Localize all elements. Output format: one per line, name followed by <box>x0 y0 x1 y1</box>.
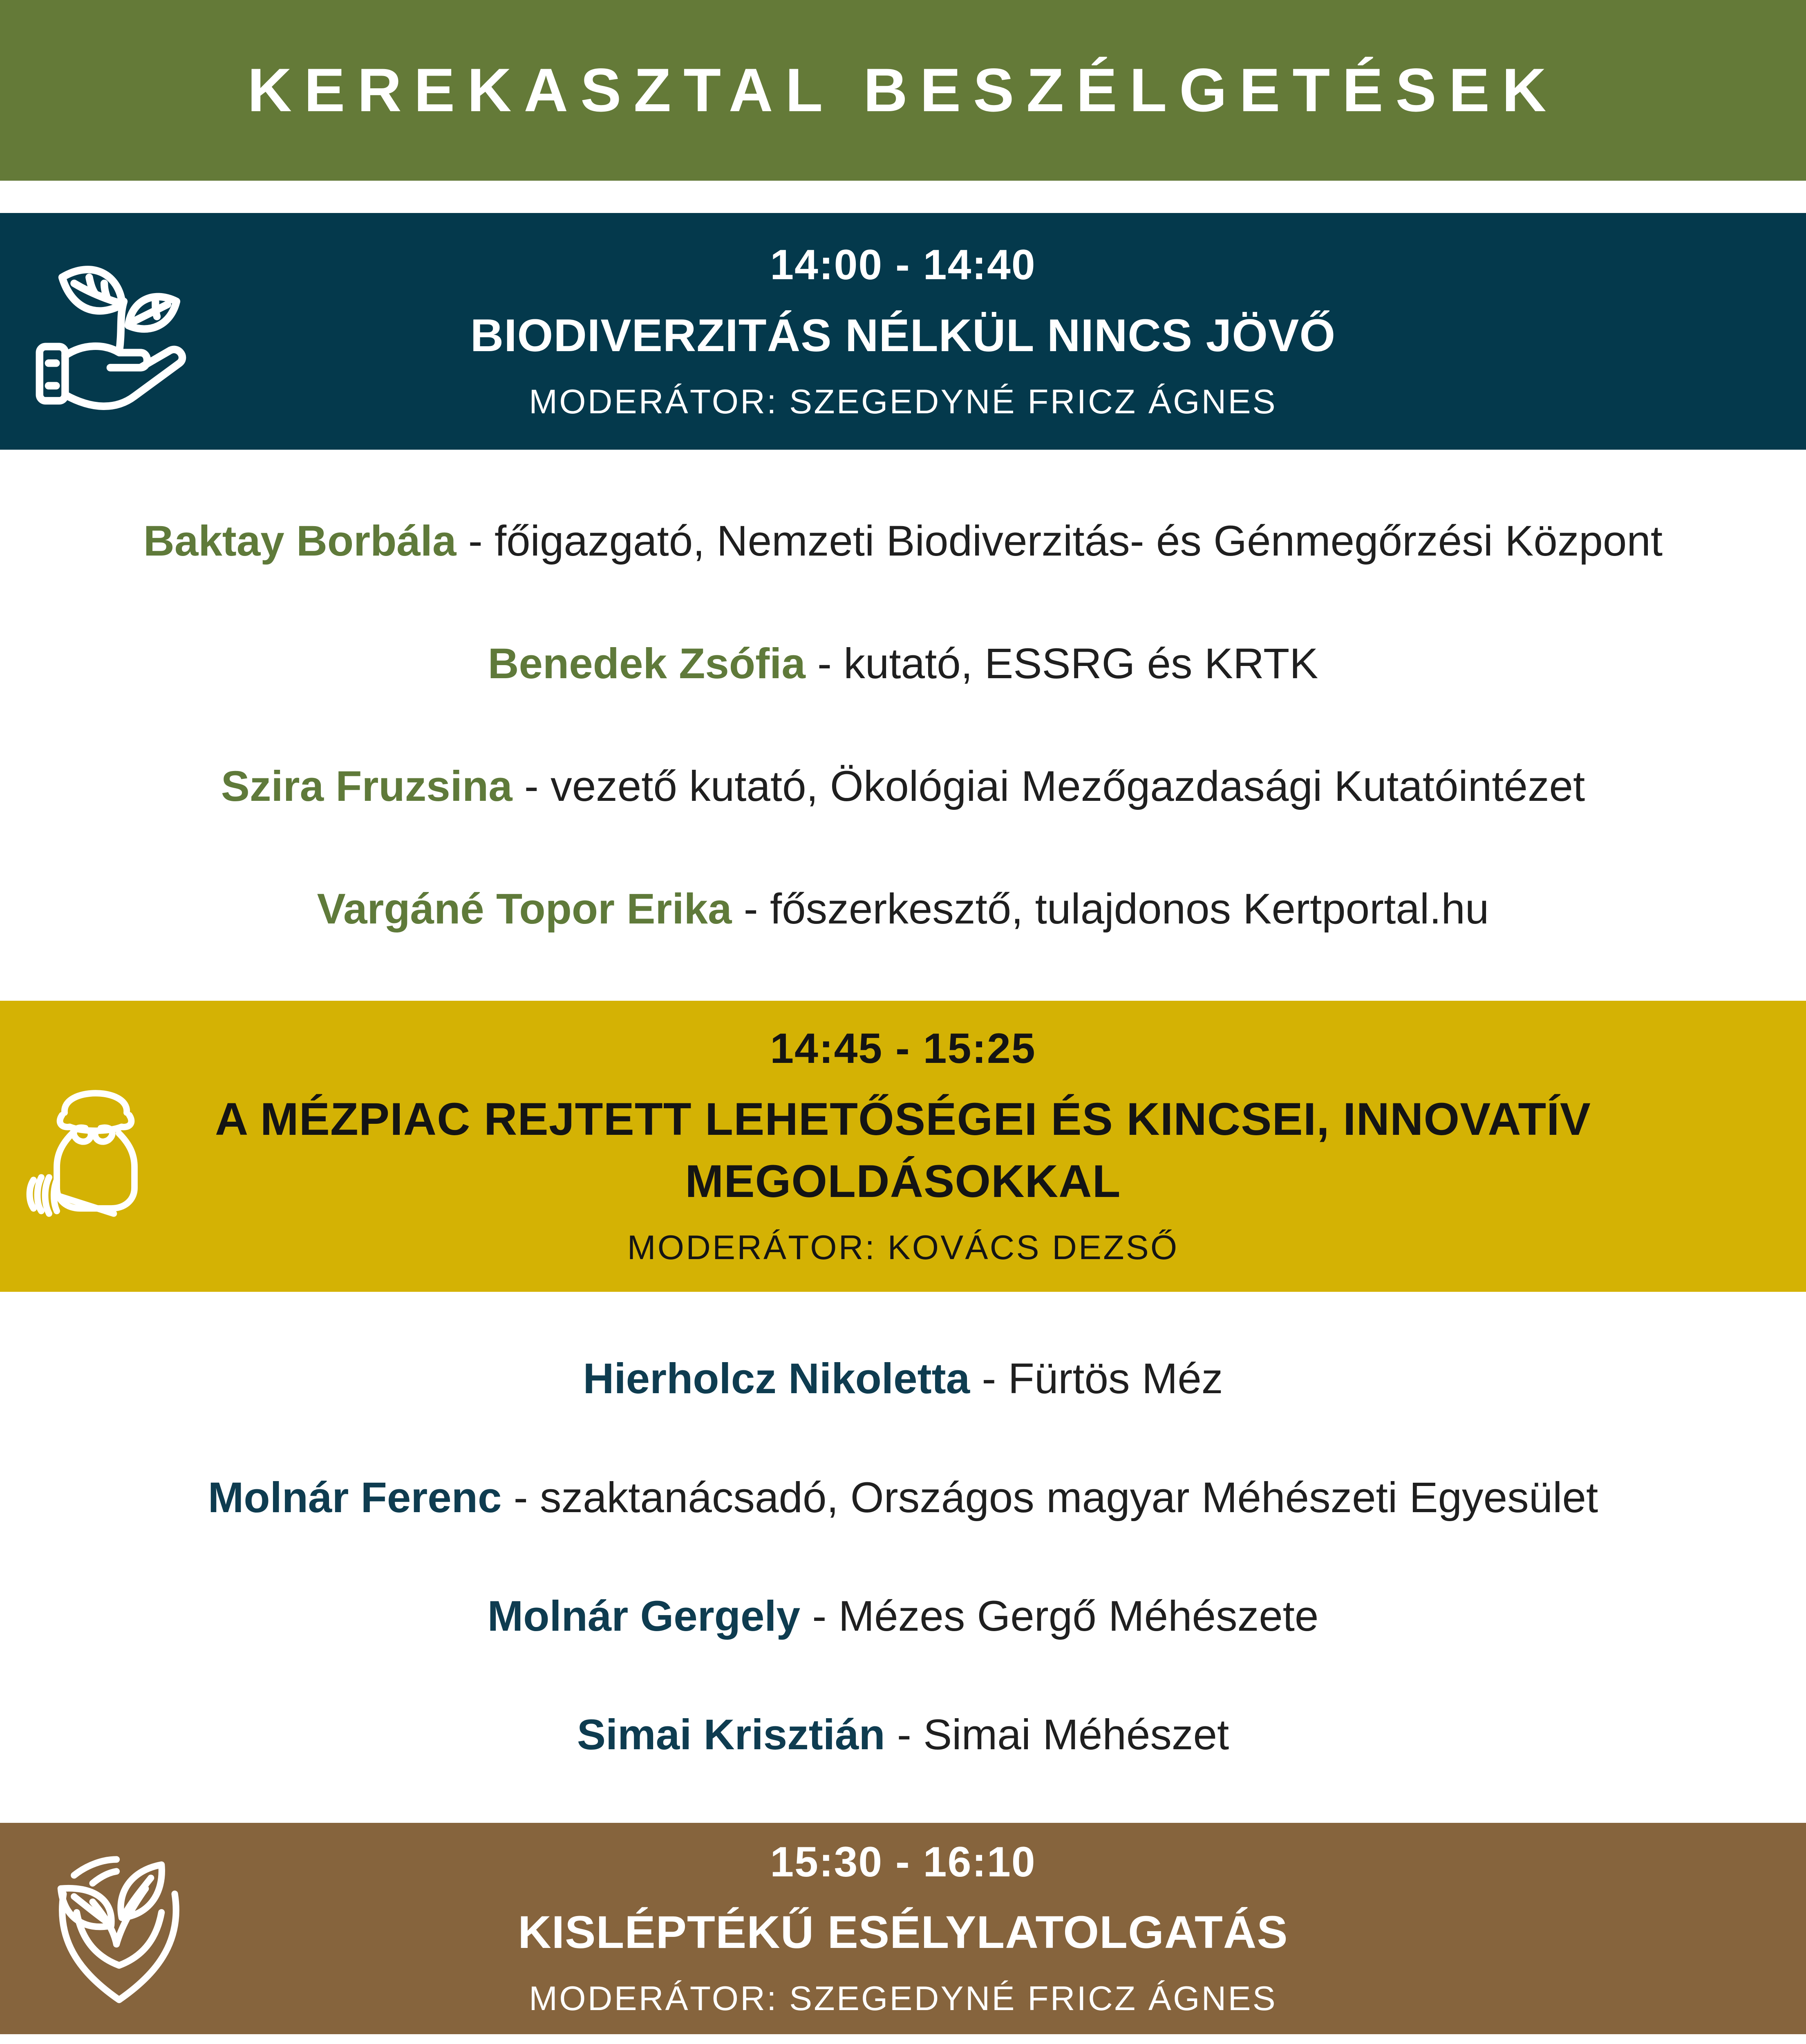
session-time: 15:30 - 16:10 <box>770 1838 1036 1886</box>
session-band: 15:30 - 16:10 KISLÉPTÉKŰ ESÉLYLATOLGATÁS… <box>0 1822 1806 2034</box>
speaker-role: főigazgató, Nemzeti Biodiverzitás- és Gé… <box>494 517 1663 565</box>
sessions: 14:00 - 14:40 BIODIVERZITÁS NÉLKÜL NINCS… <box>0 213 1806 2044</box>
speaker-entry: Simai Krisztián - Simai Méhészet <box>577 1704 1229 1766</box>
session-time: 14:00 - 14:40 <box>770 241 1036 289</box>
session-3: 15:30 - 16:10 KISLÉPTÉKŰ ESÉLYLATOLGATÁS… <box>0 1822 1806 2044</box>
speaker-name: Vargáné Topor Erika <box>317 885 732 933</box>
speaker-entry: Benedek Zsófia - kutató, ESSRG és KRTK <box>488 633 1318 695</box>
speaker-entry: Szira Fruzsina - vezető kutató, Ökológia… <box>221 755 1585 818</box>
speaker-name: Molnár Gergely <box>487 1592 801 1641</box>
session-band: 14:45 - 15:25 A MÉZPIAC REJTETT LEHETŐSÉ… <box>0 1001 1806 1292</box>
speaker-role: Mézes Gergő Méhészete <box>838 1592 1319 1641</box>
session-1: 14:00 - 14:40 BIODIVERZITÁS NÉLKÜL NINCS… <box>0 213 1806 1001</box>
speaker-name: Molnár Ferenc <box>208 1473 502 1522</box>
speaker-entry: Molnár Gergely - Mézes Gergő Méhészete <box>488 1585 1319 1647</box>
speaker-name: Simai Krisztián <box>577 1711 885 1759</box>
speaker-role: kutató, ESSRG és KRTK <box>844 639 1318 688</box>
speaker-entry: Hierholcz Nikoletta - Fürtös Méz <box>583 1348 1223 1410</box>
session-moderator: MODERÁTOR: SZEGEDYNÉ FRICZ ÁGNES <box>529 1979 1277 2017</box>
leaf-pin-icon <box>40 1831 199 2026</box>
speaker-entry: Baktay Borbála - főigazgató, Nemzeti Bio… <box>143 510 1663 572</box>
speaker-separator: - <box>805 639 844 688</box>
speaker-name: Baktay Borbála <box>143 517 457 565</box>
session-moderator: MODERÁTOR: SZEGEDYNÉ FRICZ ÁGNES <box>529 382 1277 421</box>
speaker-role: Fürtös Méz <box>1008 1355 1223 1403</box>
speaker-role: szaktanácsadó, Országos magyar Méhészeti… <box>539 1473 1598 1522</box>
speaker-separator: - <box>885 1711 924 1759</box>
speaker-name: Benedek Zsófia <box>488 639 806 688</box>
speaker-separator: - <box>512 762 551 810</box>
session-moderator: MODERÁTOR: KOVÁCS DEZSŐ <box>627 1228 1179 1266</box>
header-banner: KEREKASZTAL BESZÉLGETÉSEK <box>0 0 1806 181</box>
speaker-separator: - <box>970 1355 1008 1403</box>
session-title: BIODIVERZITÁS NÉLKÜL NINCS JÖVŐ <box>470 309 1336 361</box>
speaker-entry: Vargáné Topor Erika - főszerkesztő, tula… <box>317 878 1489 940</box>
speaker-role: Simai Méhészet <box>923 1711 1229 1759</box>
session-title: A MÉZPIAC REJTETT LEHETŐSÉGEI ÉS KINCSEI… <box>215 1093 1591 1207</box>
speaker-name: Szira Fruzsina <box>221 762 512 810</box>
speaker-entry: Molnár Ferenc - szaktanácsadó, Országos … <box>208 1467 1598 1529</box>
speaker-separator: - <box>501 1473 540 1522</box>
session-title: KISLÉPTÉKŰ ESÉLYLATOLGATÁS <box>518 1906 1288 1958</box>
session-band: 14:00 - 14:40 BIODIVERZITÁS NÉLKÜL NINCS… <box>0 213 1806 450</box>
speaker-list: Juhász Anikó - Agrárgazdaságért felelős … <box>0 2034 1806 2044</box>
speaker-separator: - <box>800 1592 839 1641</box>
session-2: 14:45 - 15:25 A MÉZPIAC REJTETT LEHETŐSÉ… <box>0 1001 1806 1823</box>
honey-jar-icon <box>18 1042 173 1251</box>
speaker-list: Baktay Borbála - főigazgató, Nemzeti Bio… <box>0 450 1806 1001</box>
speaker-name: Hierholcz Nikoletta <box>583 1355 970 1403</box>
speaker-separator: - <box>456 517 495 565</box>
poster-title: KEREKASZTAL BESZÉLGETÉSEK <box>247 56 1559 125</box>
speaker-separator: - <box>732 885 770 933</box>
speaker-list: Hierholcz Nikoletta - Fürtös Méz Molnár … <box>0 1292 1806 1823</box>
speaker-role: vezető kutató, Ökológiai Mezőgazdasági K… <box>551 762 1585 810</box>
speaker-role: főszerkesztő, tulajdonos Kertportal.hu <box>770 885 1489 933</box>
hand-plant-icon <box>29 236 210 427</box>
session-time: 14:45 - 15:25 <box>770 1025 1036 1073</box>
